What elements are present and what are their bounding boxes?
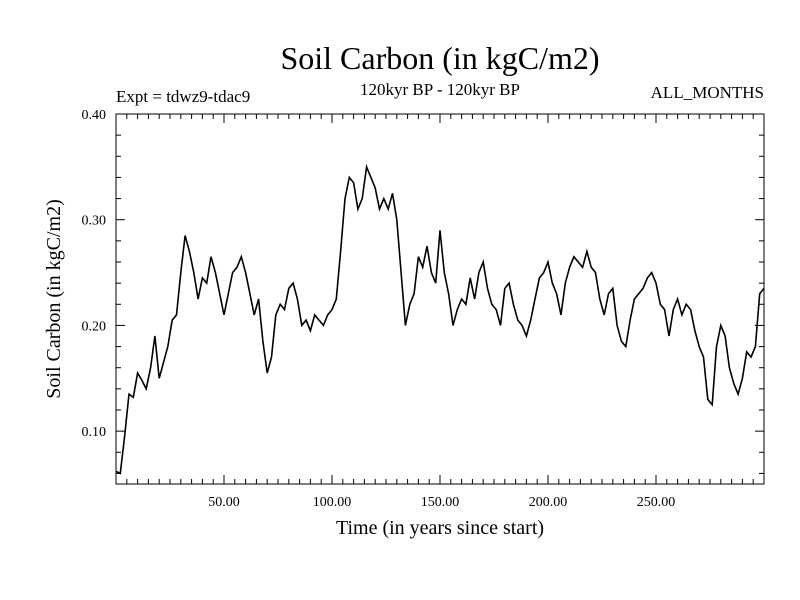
- x-axis-label: Time (in years since start): [336, 517, 544, 539]
- axis-tick-labels: 50.00 100.00 150.00 200.00 250.00 0.10 0.20 0.3…: [82, 108, 676, 510]
- experiment-label: Expt = tdwz9-tdac9: [116, 87, 251, 106]
- x-tick-label: 100.00: [313, 495, 352, 510]
- soil-carbon-series-line: [115, 163, 765, 475]
- x-tick-label: 50.00: [208, 495, 240, 510]
- y-tick-label: 0.40: [82, 108, 107, 123]
- x-tick-label: 200.00: [529, 495, 568, 510]
- plot-frame: [115, 113, 765, 485]
- y-tick-label: 0.10: [82, 425, 107, 440]
- x-tick-label: 150.00: [421, 495, 460, 510]
- y-axis-label: Soil Carbon (in kgC/m2): [43, 199, 65, 398]
- months-label: ALL_MONTHS: [650, 83, 764, 102]
- y-tick-label: 0.20: [82, 319, 107, 334]
- chart-title: Soil Carbon (in kgC/m2): [280, 40, 600, 76]
- period-label: 120kyr BP - 120kyr BP: [360, 80, 520, 99]
- y-tick-label: 0.30: [82, 214, 107, 229]
- axis-ticks: [116, 114, 764, 484]
- x-tick-label: 250.00: [637, 495, 676, 510]
